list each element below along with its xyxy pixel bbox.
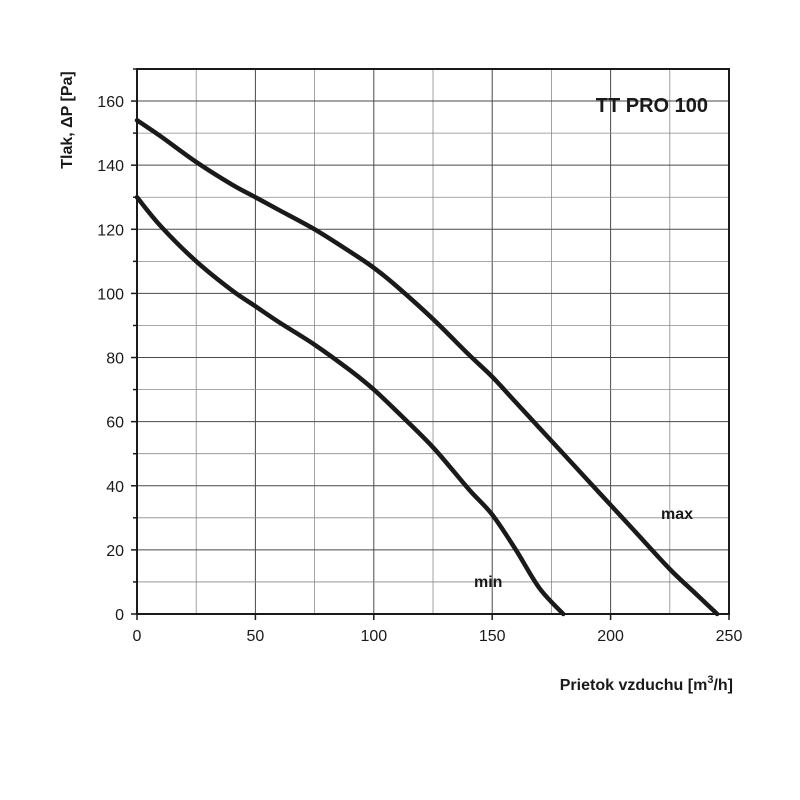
series-label-min: min: [474, 574, 502, 591]
x-tick-label: 150: [479, 628, 506, 645]
y-tick-label: 100: [97, 286, 124, 303]
y-axis-title: Tlak, ΔP [Pa]: [59, 71, 76, 168]
y-tick-label: 40: [106, 479, 124, 496]
y-tick-label: 0: [115, 607, 124, 624]
y-tick-label: 160: [97, 94, 124, 111]
x-tick-label: 0: [133, 628, 142, 645]
y-tick-label: 80: [106, 351, 124, 368]
plot-frame: [136, 68, 730, 615]
y-tick-label: 20: [106, 543, 124, 560]
x-tick-label: 50: [247, 628, 265, 645]
grid: [137, 69, 729, 614]
y-tick-label: 140: [97, 158, 124, 175]
x-tick-label: 100: [360, 628, 387, 645]
series-label-max: max: [661, 506, 693, 523]
y-tick-label: 60: [106, 415, 124, 432]
series-line-min: [134, 194, 566, 617]
x-tick-label: 250: [716, 628, 743, 645]
x-axis-title: Prietok vzduchu [m3/h]: [560, 674, 733, 694]
ticks: 0 50 100 150 200 250 0 20 40 60 80 100 120 140 160: [97, 68, 743, 645]
series-line-max: [134, 118, 720, 617]
curves: [134, 118, 720, 617]
y-tick-label: 120: [97, 222, 124, 239]
x-tick-label: 200: [597, 628, 624, 645]
chart-title: TT PRO 100: [596, 95, 708, 117]
